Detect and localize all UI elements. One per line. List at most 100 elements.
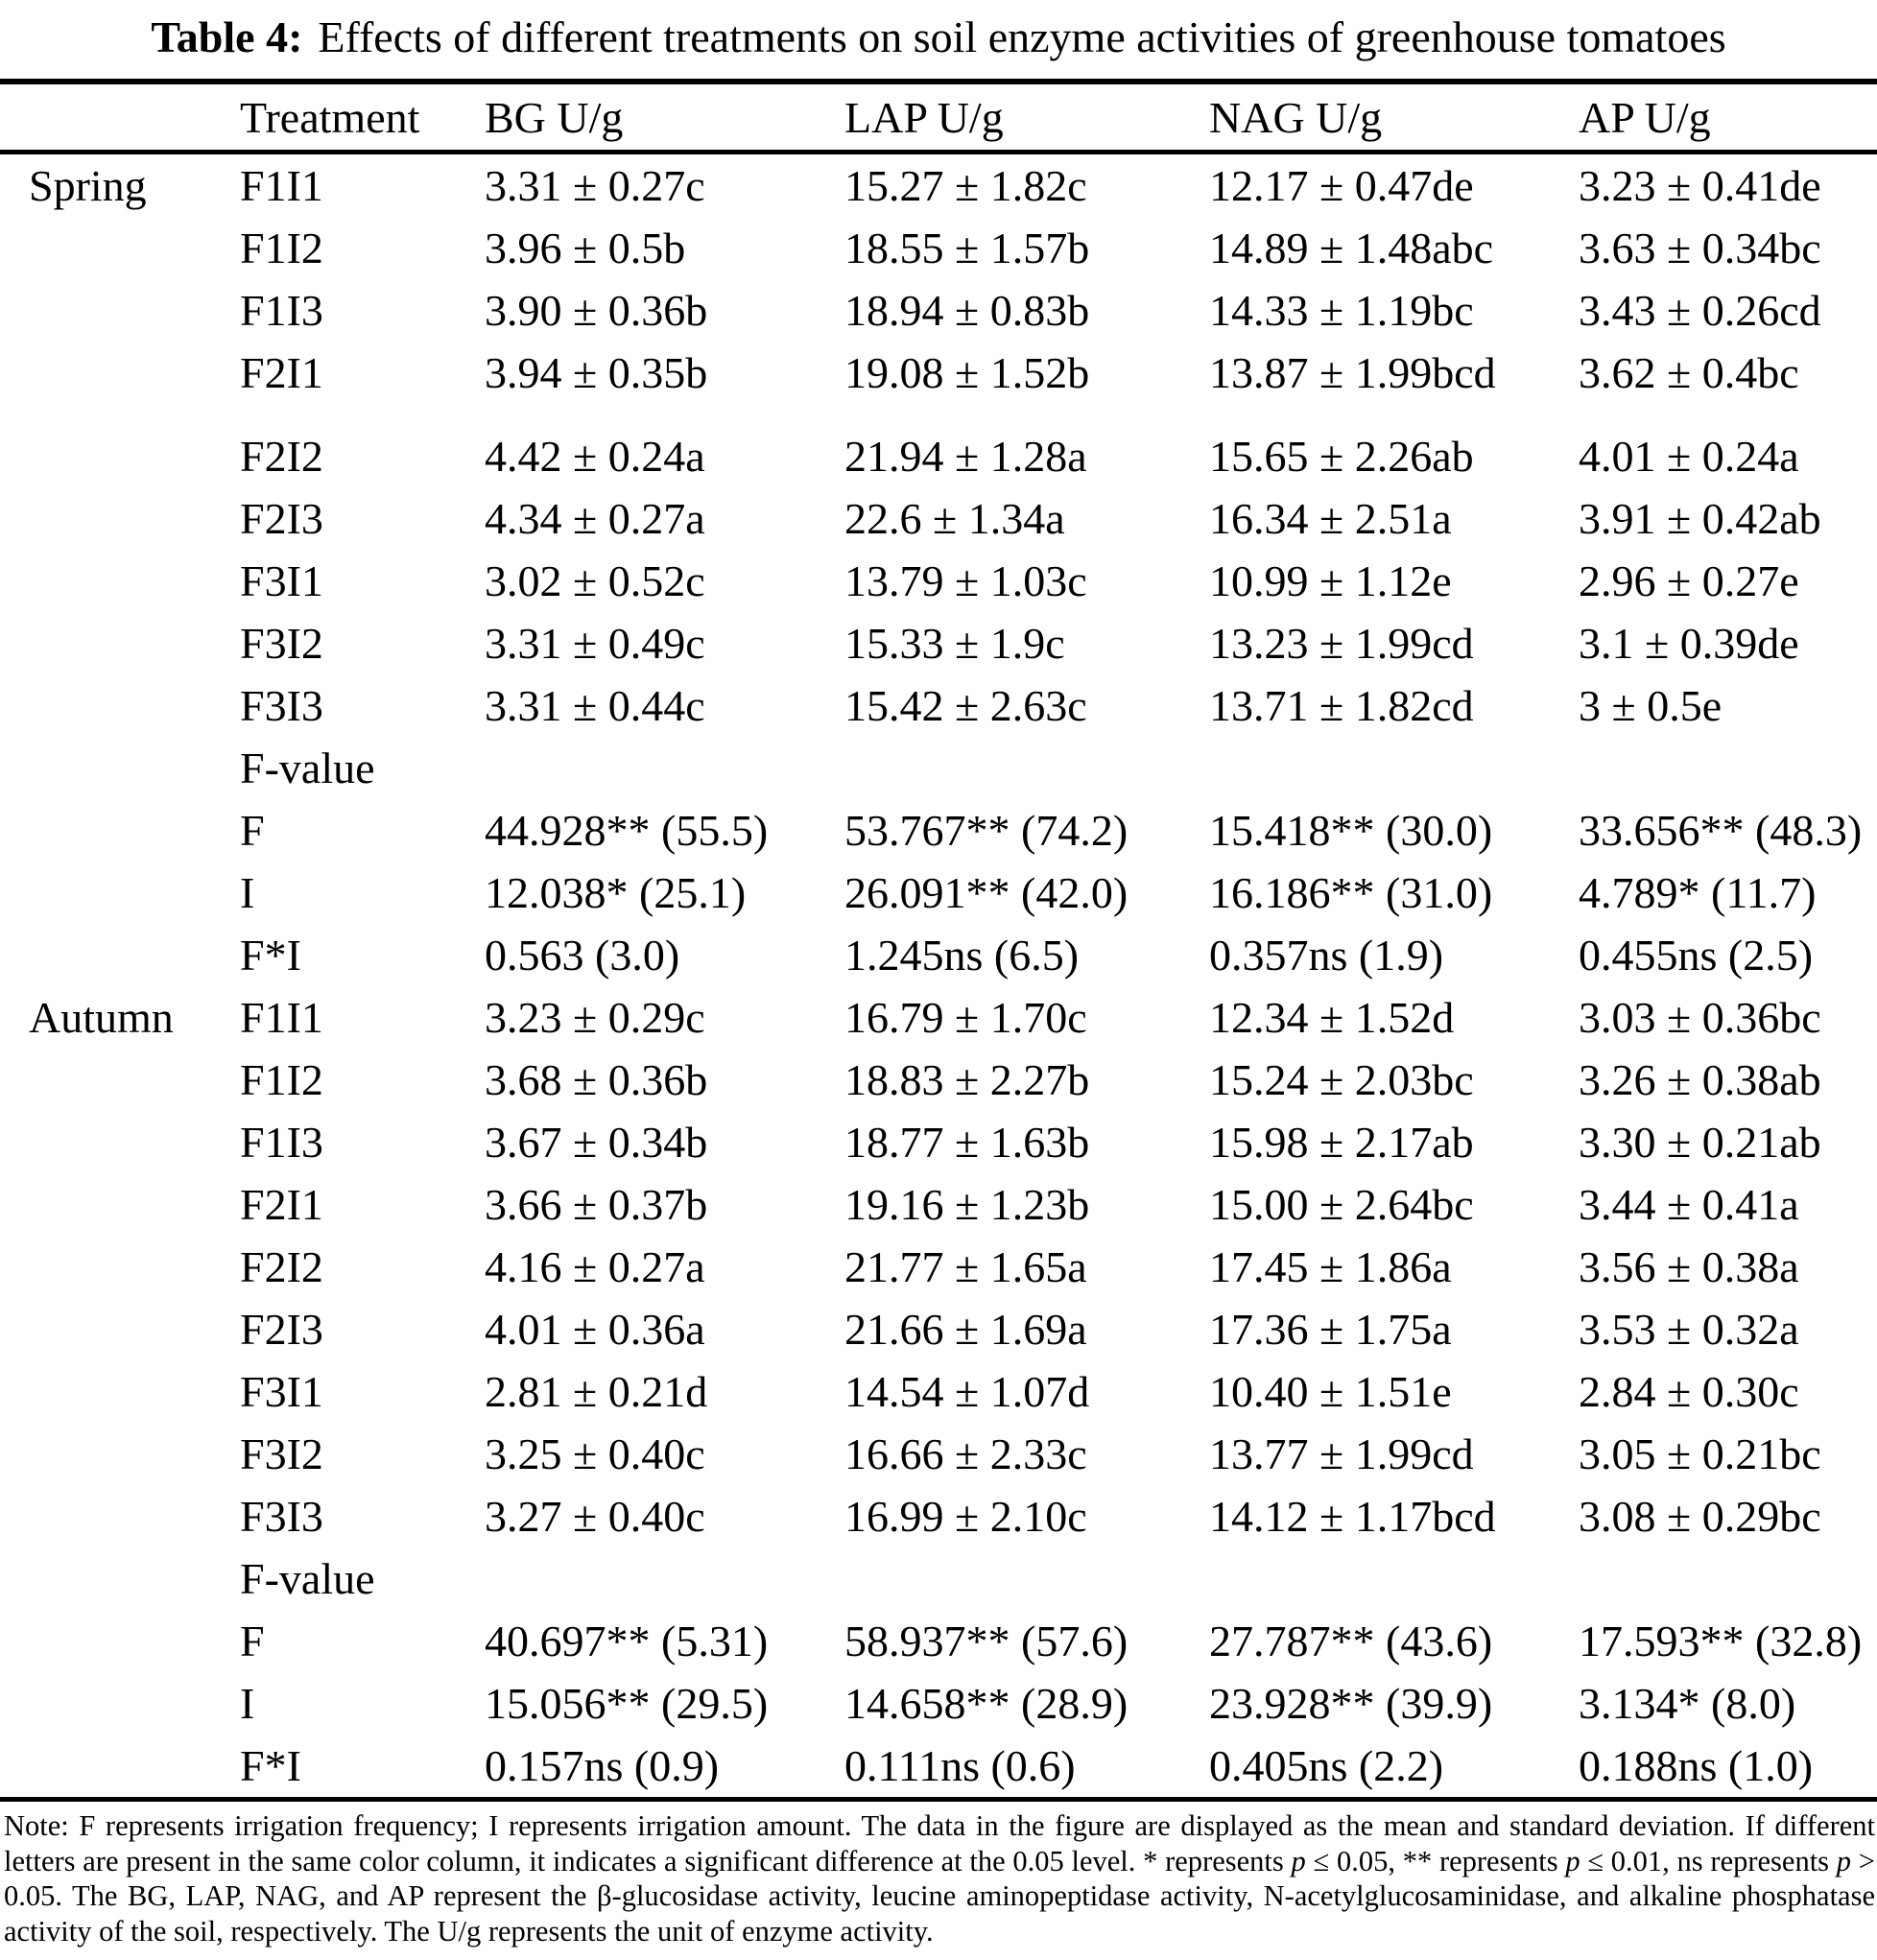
- nag-cell: 15.418** (30.0): [1209, 806, 1493, 855]
- season-cell: [0, 550, 240, 612]
- treatment-cell: F1I3: [240, 1118, 323, 1167]
- bg-cell: 3.68 ± 0.36b: [485, 1055, 708, 1104]
- treatment-cell: F: [240, 806, 265, 855]
- treatment-cell: F2I2: [240, 1242, 323, 1291]
- season-cell: [0, 279, 240, 342]
- season-cell: [0, 674, 240, 737]
- table-row: F2I2 4.42 ± 0.24a 21.94 ± 1.28a 15.65 ± 2.2…: [0, 404, 1877, 487]
- table-row: F1I3 3.67 ± 0.34b 18.77 ± 1.63b 15.98 ± 2.1…: [0, 1111, 1877, 1173]
- ap-cell: 4.01 ± 0.24a: [1579, 432, 1799, 481]
- note-segment: Note: F represents irrigation frequency;…: [4, 1809, 1875, 1877]
- table-row: I 12.038* (25.1) 26.091** (42.0) 16.186** (…: [0, 862, 1877, 924]
- lap-cell: 15.42 ± 2.63c: [844, 681, 1087, 730]
- nag-cell: 0.357ns (1.9): [1209, 931, 1444, 980]
- season-cell: [0, 1236, 240, 1298]
- ap-cell: 3.08 ± 0.29bc: [1579, 1492, 1821, 1541]
- treatment-cell: F1I2: [240, 1055, 323, 1104]
- bg-cell: 2.81 ± 0.21d: [485, 1367, 708, 1416]
- nag-cell: [1209, 737, 1579, 799]
- note-italic-segment: p: [1565, 1844, 1580, 1877]
- bg-cell: 40.697** (5.31): [485, 1617, 769, 1665]
- nag-cell: 0.405ns (2.2): [1209, 1741, 1444, 1790]
- lap-cell: 15.33 ± 1.9c: [844, 619, 1065, 668]
- treatment-cell: F3I1: [240, 1367, 323, 1416]
- table-row: F1I2 3.68 ± 0.36b 18.83 ± 2.27b 15.24 ± 2.0…: [0, 1049, 1877, 1111]
- table-title: Table 4: Effects of different treatments …: [0, 0, 1877, 79]
- nag-cell: 12.34 ± 1.52d: [1209, 993, 1455, 1042]
- note-italic-segment: p: [1836, 1844, 1852, 1877]
- ap-cell: 3.62 ± 0.4bc: [1579, 348, 1799, 397]
- season-cell: [0, 1049, 240, 1111]
- table-row: F 40.697** (5.31) 58.937** (57.6) 27.787** …: [0, 1610, 1877, 1672]
- lap-cell: 13.79 ± 1.03c: [844, 556, 1087, 605]
- table-row: F1I3 3.90 ± 0.36b 18.94 ± 0.83b 14.33 ± 1.1…: [0, 279, 1877, 342]
- lap-cell: 0.111ns (0.6): [844, 1741, 1076, 1790]
- lap-cell: 21.94 ± 1.28a: [844, 432, 1087, 481]
- lap-cell: 21.77 ± 1.65a: [844, 1242, 1087, 1291]
- treatment-cell: F3I3: [240, 681, 323, 730]
- nag-cell: 27.787** (43.6): [1209, 1617, 1493, 1665]
- bg-cell: 44.928** (55.5): [485, 806, 769, 855]
- table-row: F 44.928** (55.5) 53.767** (74.2) 15.418** …: [0, 799, 1877, 862]
- treatment-cell: F3I1: [240, 556, 323, 605]
- bg-cell: 3.25 ± 0.40c: [485, 1429, 705, 1478]
- treatment-cell: F2I3: [240, 1305, 323, 1354]
- ap-cell: 3.43 ± 0.26cd: [1579, 286, 1821, 335]
- ap-cell: 3 ± 0.5e: [1579, 681, 1723, 730]
- nag-cell: 10.40 ± 1.51e: [1209, 1367, 1452, 1416]
- header-nag: NAG U/g: [1209, 82, 1579, 154]
- treatment-cell: F3I2: [240, 619, 323, 668]
- nag-cell: 15.00 ± 2.64bc: [1209, 1180, 1474, 1229]
- table-row: F3I3 3.27 ± 0.40c 16.99 ± 2.10c 14.12 ± 1.1…: [0, 1485, 1877, 1547]
- treatment-cell: F-value: [240, 744, 375, 792]
- header-lap: LAP U/g: [844, 82, 1209, 154]
- treatment-cell: F2I1: [240, 1180, 323, 1229]
- table-row: F3I2 3.31 ± 0.49c 15.33 ± 1.9c 13.23 ± 1.99…: [0, 612, 1877, 674]
- table-row: Autumn F1I1 3.23 ± 0.29c 16.79 ± 1.70c 12.34…: [0, 986, 1877, 1049]
- ap-cell: 3.91 ± 0.42ab: [1579, 494, 1821, 543]
- bg-cell: 4.34 ± 0.27a: [485, 494, 705, 543]
- ap-cell: 3.134* (8.0): [1579, 1679, 1796, 1728]
- lap-cell: 53.767** (74.2): [844, 806, 1129, 855]
- treatment-cell: F*I: [240, 1741, 301, 1790]
- nag-cell: 16.34 ± 2.51a: [1209, 494, 1452, 543]
- season-cell: [0, 1485, 240, 1547]
- table-caption: Effects of different treatments on soil …: [318, 12, 1726, 61]
- nag-cell: 12.17 ± 0.47de: [1209, 161, 1474, 210]
- bg-cell: 3.23 ± 0.29c: [485, 993, 705, 1042]
- season-cell: [0, 1547, 240, 1610]
- lap-cell: 14.658** (28.9): [844, 1679, 1129, 1728]
- ap-cell: 0.455ns (2.5): [1579, 931, 1814, 980]
- bg-cell: 12.038* (25.1): [485, 868, 747, 917]
- header-row: Treatment BG U/g LAP U/g NAG U/g AP U/g: [0, 82, 1877, 154]
- lap-cell: 22.6 ± 1.34a: [844, 494, 1065, 543]
- treatment-cell: F: [240, 1617, 265, 1665]
- lap-cell: 18.55 ± 1.57b: [844, 224, 1090, 272]
- treatment-cell: F2I3: [240, 494, 323, 543]
- note-segment: ≤ 0.01, ns represents: [1580, 1844, 1837, 1877]
- bg-cell: 4.42 ± 0.24a: [485, 432, 705, 481]
- ap-cell: 3.05 ± 0.21bc: [1579, 1429, 1821, 1478]
- ap-cell: 3.23 ± 0.41de: [1579, 161, 1821, 210]
- lap-cell: 18.77 ± 1.63b: [844, 1118, 1090, 1167]
- lap-cell: 19.08 ± 1.52b: [844, 348, 1090, 397]
- header-bg: BG U/g: [485, 82, 844, 154]
- nag-cell: 10.99 ± 1.12e: [1209, 556, 1452, 605]
- ap-cell: 3.44 ± 0.41a: [1579, 1180, 1799, 1229]
- bg-cell: 0.157ns (0.9): [485, 1741, 720, 1790]
- table-row: I 15.056** (29.5) 14.658** (28.9) 23.928** …: [0, 1672, 1877, 1735]
- nag-cell: 13.77 ± 1.99cd: [1209, 1429, 1474, 1478]
- table-row: F3I2 3.25 ± 0.40c 16.66 ± 2.33c 13.77 ± 1.9…: [0, 1423, 1877, 1485]
- bg-cell: 3.90 ± 0.36b: [485, 286, 708, 335]
- bg-cell: [485, 737, 844, 799]
- nag-cell: [1209, 1547, 1579, 1610]
- lap-cell: 14.54 ± 1.07d: [844, 1367, 1090, 1416]
- nag-cell: 14.12 ± 1.17bcd: [1209, 1492, 1496, 1541]
- bg-cell: 3.66 ± 0.37b: [485, 1180, 708, 1229]
- treatment-cell: F-value: [240, 1554, 375, 1603]
- header-season: [0, 82, 240, 154]
- bg-cell: 3.31 ± 0.27c: [485, 161, 705, 210]
- nag-cell: 15.98 ± 2.17ab: [1209, 1118, 1474, 1167]
- season-cell: [0, 1735, 240, 1800]
